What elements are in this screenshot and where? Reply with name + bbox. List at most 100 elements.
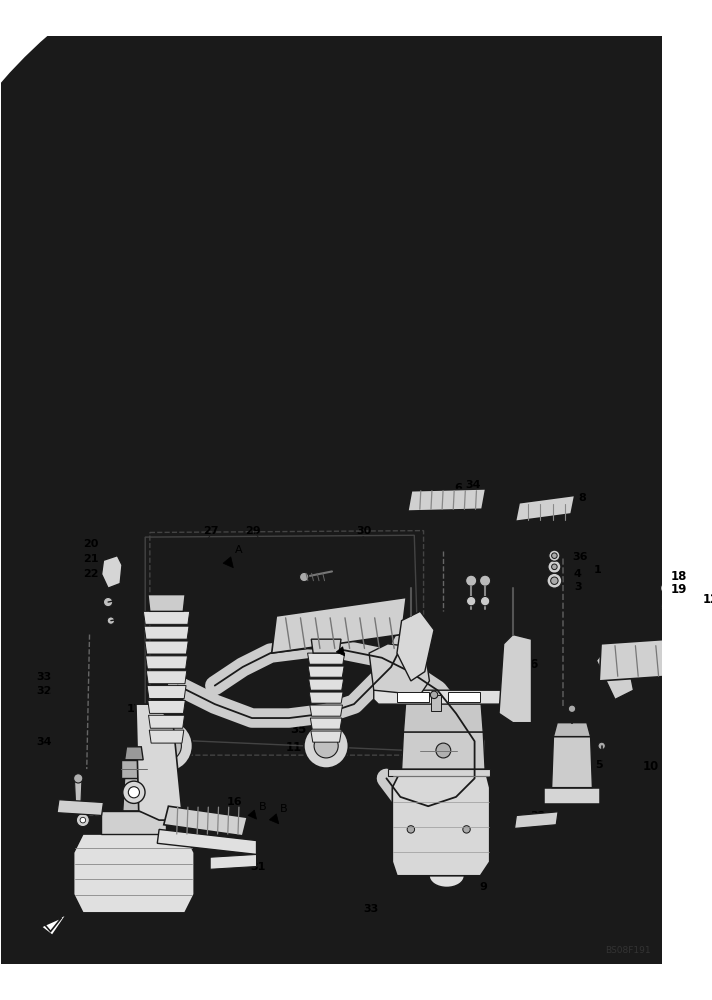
Text: 30: 30 [405, 630, 420, 640]
Circle shape [481, 596, 490, 606]
Text: 29: 29 [331, 644, 347, 654]
Text: 21: 21 [83, 554, 98, 564]
Polygon shape [75, 780, 82, 802]
Text: 23: 23 [110, 927, 127, 940]
Polygon shape [499, 635, 531, 723]
Polygon shape [310, 718, 342, 729]
Polygon shape [397, 611, 434, 681]
Text: B: B [259, 802, 267, 812]
Text: 20: 20 [83, 539, 98, 549]
Circle shape [73, 774, 83, 783]
Text: 31: 31 [250, 862, 266, 872]
Text: 32: 32 [36, 686, 52, 696]
Polygon shape [41, 913, 68, 936]
Bar [239, 560, 649, 931]
Text: 27: 27 [162, 730, 178, 743]
Circle shape [300, 572, 309, 582]
Polygon shape [336, 647, 345, 656]
Circle shape [304, 724, 348, 768]
Polygon shape [311, 731, 341, 742]
Text: 9: 9 [479, 882, 487, 892]
Text: 33: 33 [36, 672, 52, 682]
Bar [14, 560, 231, 931]
Ellipse shape [429, 864, 464, 887]
Text: 15: 15 [258, 609, 274, 622]
Polygon shape [544, 788, 600, 804]
Polygon shape [223, 557, 234, 568]
Text: 36: 36 [572, 552, 587, 562]
Polygon shape [53, 534, 78, 866]
Circle shape [76, 814, 90, 827]
Polygon shape [431, 695, 441, 711]
Polygon shape [53, 511, 619, 848]
Polygon shape [121, 760, 147, 778]
Circle shape [598, 742, 605, 750]
Text: 33: 33 [363, 904, 379, 914]
Circle shape [430, 691, 438, 699]
Circle shape [568, 705, 576, 712]
Circle shape [674, 583, 686, 594]
Polygon shape [552, 737, 592, 788]
Polygon shape [515, 495, 575, 521]
Text: 35: 35 [290, 723, 307, 736]
Circle shape [314, 734, 338, 758]
Circle shape [675, 602, 684, 611]
Circle shape [463, 826, 470, 833]
Circle shape [550, 577, 558, 584]
Text: 7: 7 [430, 500, 438, 510]
Polygon shape [311, 639, 341, 653]
Polygon shape [73, 834, 194, 913]
Polygon shape [272, 597, 407, 653]
Text: B: B [280, 804, 288, 814]
Polygon shape [147, 686, 186, 699]
Polygon shape [150, 730, 184, 743]
Circle shape [552, 564, 557, 570]
Polygon shape [122, 778, 145, 811]
Text: 14: 14 [246, 593, 263, 606]
Circle shape [479, 575, 491, 586]
Text: 28: 28 [169, 786, 186, 799]
Polygon shape [408, 489, 486, 511]
Polygon shape [143, 611, 189, 624]
Circle shape [140, 720, 192, 772]
Text: 17: 17 [127, 704, 142, 714]
Polygon shape [309, 692, 343, 703]
Circle shape [549, 550, 560, 561]
Polygon shape [149, 715, 184, 728]
Text: 10: 10 [643, 760, 659, 773]
Text: 19: 19 [494, 581, 511, 594]
Text: 13: 13 [416, 571, 431, 584]
Polygon shape [45, 918, 62, 931]
Text: 22: 22 [83, 569, 98, 579]
Circle shape [152, 731, 182, 761]
Polygon shape [125, 747, 143, 760]
Polygon shape [402, 778, 476, 839]
Text: 17: 17 [341, 667, 357, 680]
Polygon shape [553, 723, 590, 737]
Circle shape [466, 596, 476, 606]
Text: 30: 30 [356, 526, 371, 536]
Text: A: A [348, 641, 356, 651]
Text: 18: 18 [671, 570, 687, 583]
Text: BS08F191: BS08F191 [605, 946, 651, 955]
Polygon shape [101, 811, 167, 834]
Polygon shape [392, 769, 490, 876]
Polygon shape [78, 823, 619, 866]
Polygon shape [404, 695, 483, 732]
Polygon shape [248, 810, 256, 819]
Circle shape [108, 617, 115, 624]
Polygon shape [157, 829, 256, 854]
Text: 6: 6 [454, 483, 462, 493]
Text: 8: 8 [579, 493, 586, 503]
Polygon shape [102, 556, 122, 588]
Polygon shape [397, 692, 429, 702]
Circle shape [548, 560, 561, 573]
Polygon shape [253, 792, 694, 894]
Text: 34: 34 [36, 737, 52, 747]
Text: 18: 18 [494, 568, 511, 581]
Text: 5: 5 [595, 760, 603, 770]
Text: 3: 3 [574, 582, 582, 592]
Circle shape [661, 602, 671, 611]
Text: 34: 34 [466, 480, 481, 490]
Text: 12: 12 [703, 593, 712, 606]
